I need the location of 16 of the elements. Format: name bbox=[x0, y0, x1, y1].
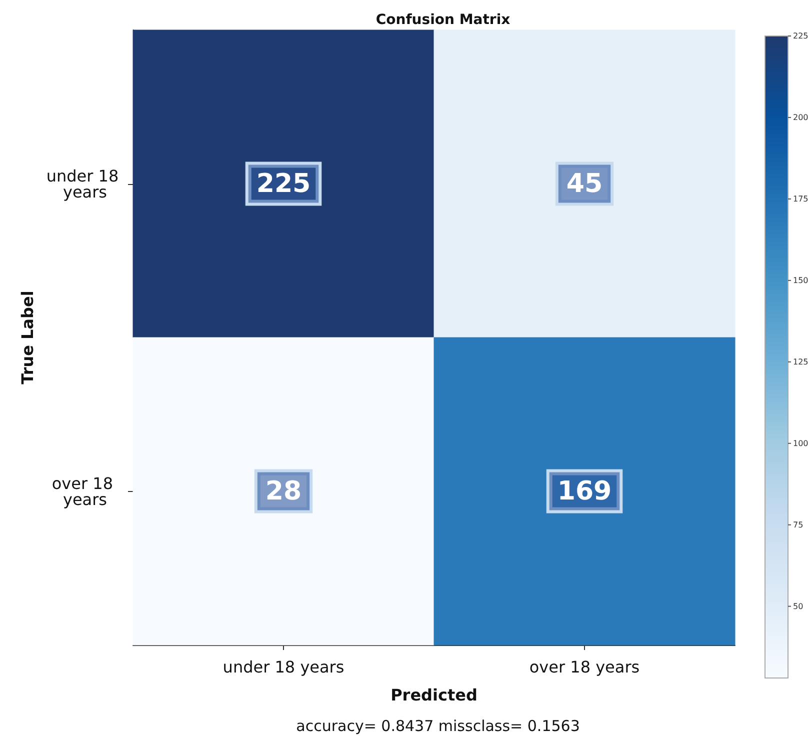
data-label: 28 bbox=[265, 476, 302, 506]
y-axis-title: True Label bbox=[18, 290, 37, 384]
chart-title: Confusion Matrix bbox=[376, 12, 510, 28]
color-bar-label: 150 bbox=[793, 276, 808, 285]
text: accuracy= 0.8437 missclass= 0.1563 bbox=[296, 717, 580, 735]
color-bar-label: 225 bbox=[793, 32, 808, 40]
color-bar-label: 200 bbox=[793, 112, 808, 122]
color-bar-label: 175 bbox=[793, 194, 808, 204]
x-axis-title: Predicted bbox=[390, 686, 478, 704]
color-bar-label: 50 bbox=[793, 602, 804, 611]
color-bar-label: 100 bbox=[793, 438, 808, 448]
data-label: 45 bbox=[566, 168, 603, 199]
data-label: 225 bbox=[256, 168, 311, 199]
color-bar-label: 125 bbox=[793, 357, 808, 366]
color-bar-label: 75 bbox=[793, 520, 804, 530]
data-label: 169 bbox=[557, 476, 612, 506]
